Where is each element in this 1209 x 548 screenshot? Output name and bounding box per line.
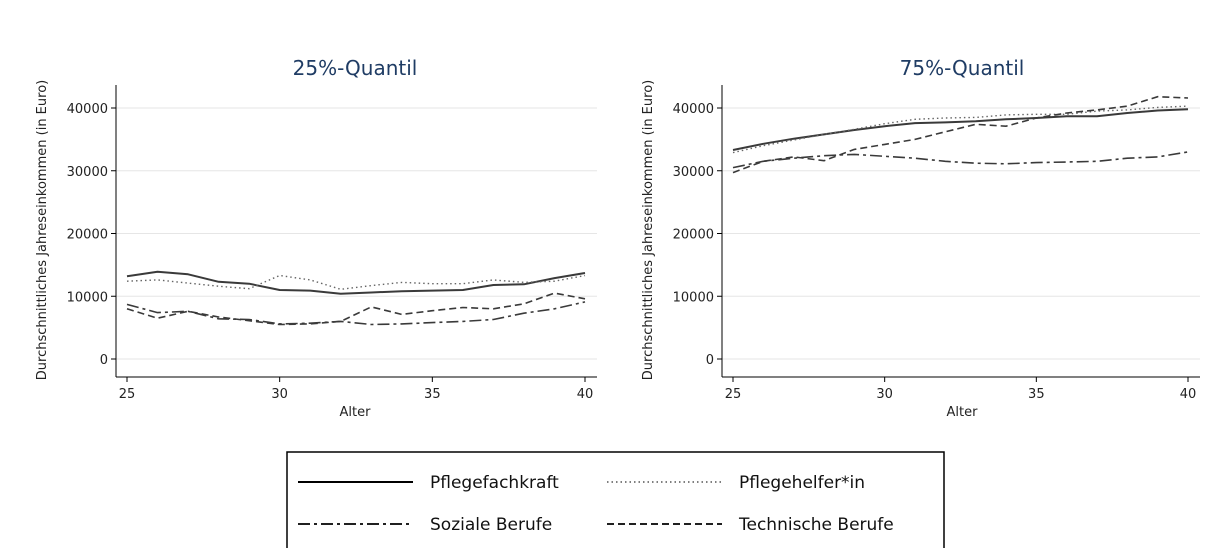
legend-label: Pflegefachkraft [430, 473, 559, 493]
y-tick-label: 30000 [67, 165, 108, 180]
legend-label: Soziale Berufe [430, 515, 552, 535]
y-tick-label: 0 [100, 353, 108, 368]
y-tick-label: 30000 [673, 165, 714, 180]
series-line-technische-berufe [732, 95, 1189, 174]
legend-label: Pflegehelfer*in [739, 473, 865, 493]
legend-item-pflegefachkraft: Pflegefachkraft [298, 473, 559, 493]
y-tick-label: 10000 [67, 290, 108, 305]
series-line-soziale-berufe [732, 151, 1189, 169]
y-tick-label: 20000 [67, 228, 108, 243]
chart-title: 75%-Quantil [900, 56, 1025, 80]
panel-25-quantil: 25%-Quantil Durchschnittliches Jahresein… [35, 56, 597, 420]
y-axis-label: Durchschnittliches Jahreseinkommen (in E… [641, 80, 656, 380]
series-line-pflegehelfer-in [126, 274, 586, 290]
legend-item-technische-berufe: Technische Berufe [607, 515, 894, 535]
series-line-pflegefachkraft [732, 108, 1189, 151]
x-tick-label: 35 [424, 387, 441, 402]
x-tick-label: 25 [119, 387, 136, 402]
y-axis-label: Durchschnittliches Jahreseinkommen (in E… [35, 80, 50, 380]
y-tick-label: 10000 [673, 290, 714, 305]
x-tick-label: 40 [1180, 387, 1197, 402]
legend-label: Technische Berufe [738, 515, 894, 535]
series-line-pflegehelfer-in [732, 105, 1189, 154]
y-tick-label: 20000 [673, 228, 714, 243]
series-line-technische-berufe [126, 292, 586, 326]
x-tick-label: 40 [577, 387, 594, 402]
panel-75-quantil: 75%-Quantil Durchschnittliches Jahresein… [641, 56, 1200, 420]
legend-item-soziale-berufe: Soziale Berufe [298, 515, 552, 535]
legend-box [286, 451, 945, 548]
legend-item-pflegehelferin: Pflegehelfer*in [607, 473, 865, 493]
y-tick-label: 40000 [67, 102, 108, 117]
y-tick-label: 40000 [673, 102, 714, 117]
x-tick-label: 30 [271, 387, 288, 402]
x-axis-label: Alter [340, 405, 372, 420]
legend: Pflegefachkraft Pflegehelfer*in Soziale … [286, 451, 945, 548]
x-tick-label: 35 [1028, 387, 1045, 402]
x-axis-label: Alter [947, 405, 979, 420]
x-tick-label: 25 [725, 387, 742, 402]
series-line-pflegefachkraft [126, 270, 586, 295]
chart-title: 25%-Quantil [293, 56, 418, 80]
x-tick-label: 30 [876, 387, 893, 402]
y-tick-label: 0 [706, 353, 714, 368]
series-line-soziale-berufe [126, 301, 586, 326]
